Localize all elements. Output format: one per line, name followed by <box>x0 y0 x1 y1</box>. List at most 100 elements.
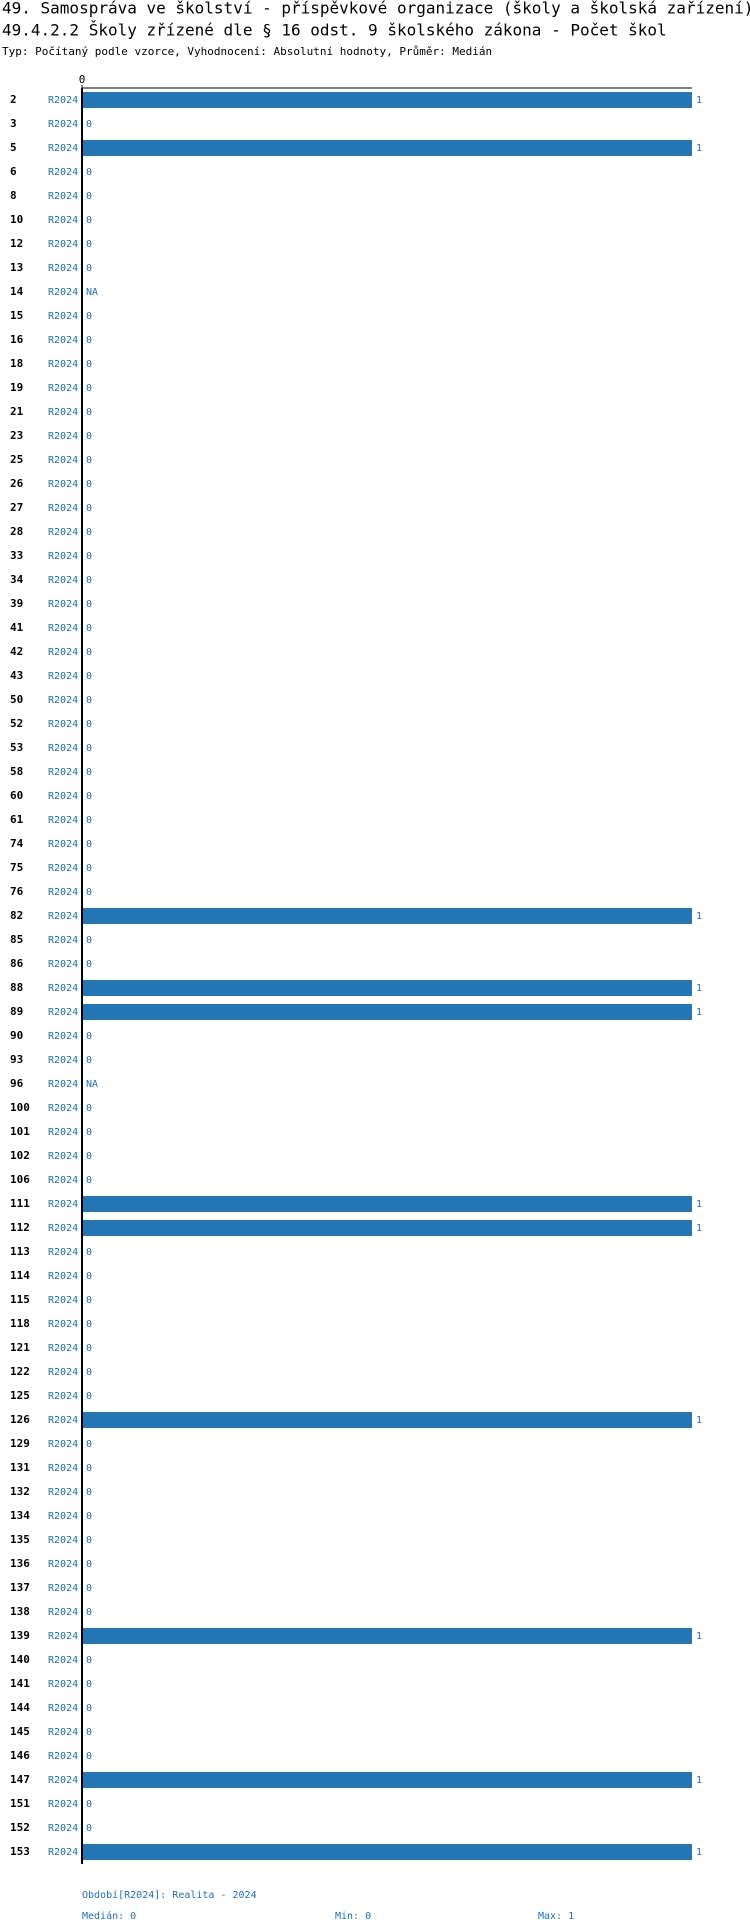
series-label: R2024 <box>48 791 78 802</box>
category-label: 139 <box>10 1629 30 1642</box>
category-label: 111 <box>10 1197 30 1210</box>
category-label: 102 <box>10 1149 30 1162</box>
series-label: R2024 <box>48 815 78 826</box>
category-label: 132 <box>10 1485 30 1498</box>
category-label: 93 <box>10 1053 23 1066</box>
series-label: R2024 <box>48 911 78 922</box>
category-label: 52 <box>10 717 23 730</box>
category-label: 16 <box>10 333 24 346</box>
category-label: 137 <box>10 1581 30 1594</box>
x-tick-label: 0 <box>79 73 86 86</box>
bar <box>82 1772 692 1788</box>
series-label: R2024 <box>48 1439 78 1450</box>
value-label: 0 <box>86 1607 92 1618</box>
value-label: 0 <box>86 1295 92 1306</box>
series-label: R2024 <box>48 1775 78 1786</box>
series-label: R2024 <box>48 671 78 682</box>
category-label: 10 <box>10 213 23 226</box>
category-label: 88 <box>10 981 23 994</box>
value-label: 0 <box>86 1535 92 1546</box>
value-label: 0 <box>86 671 92 682</box>
category-label: 135 <box>10 1533 30 1546</box>
value-label: 0 <box>86 551 92 562</box>
value-label: 1 <box>696 1775 702 1786</box>
category-label: 126 <box>10 1413 30 1426</box>
series-label: R2024 <box>48 479 78 490</box>
series-label: R2024 <box>48 119 78 130</box>
value-label: 1 <box>696 1199 702 1210</box>
series-label: R2024 <box>48 1199 78 1210</box>
category-label: 28 <box>10 525 23 538</box>
category-label: 113 <box>10 1245 30 1258</box>
series-label: R2024 <box>48 623 78 634</box>
category-label: 151 <box>10 1797 30 1810</box>
category-label: 141 <box>10 1677 30 1690</box>
value-label: 0 <box>86 647 92 658</box>
series-label: R2024 <box>48 1175 78 1186</box>
series-label: R2024 <box>48 167 78 178</box>
value-label: 0 <box>86 791 92 802</box>
value-label: 1 <box>696 95 702 106</box>
category-label: 61 <box>10 813 24 826</box>
series-label: R2024 <box>48 311 78 322</box>
value-label: 1 <box>696 1415 702 1426</box>
value-label: 0 <box>86 1127 92 1138</box>
series-label: R2024 <box>48 239 78 250</box>
category-label: 3 <box>10 117 17 130</box>
value-label: 0 <box>86 191 92 202</box>
series-label: R2024 <box>48 575 78 586</box>
value-label: 0 <box>86 215 92 226</box>
bar <box>82 140 692 156</box>
value-label: NA <box>86 287 98 298</box>
value-label: 1 <box>696 143 702 154</box>
series-label: R2024 <box>48 1727 78 1738</box>
footer-max: Max: 1 <box>538 1911 574 1922</box>
category-label: 145 <box>10 1725 30 1738</box>
bar <box>82 1412 692 1428</box>
value-label: 0 <box>86 1511 92 1522</box>
category-label: 90 <box>10 1029 23 1042</box>
category-label: 96 <box>10 1077 24 1090</box>
series-label: R2024 <box>48 359 78 370</box>
category-label: 115 <box>10 1293 30 1306</box>
value-label: 0 <box>86 1175 92 1186</box>
category-label: 106 <box>10 1173 30 1186</box>
category-label: 86 <box>10 957 24 970</box>
series-label: R2024 <box>48 719 78 730</box>
series-label: R2024 <box>48 1535 78 1546</box>
series-label: R2024 <box>48 335 78 346</box>
value-label: 1 <box>696 1007 702 1018</box>
category-label: 138 <box>10 1605 30 1618</box>
category-label: 8 <box>10 189 17 202</box>
series-label: R2024 <box>48 767 78 778</box>
bar <box>82 980 692 996</box>
series-label: R2024 <box>48 1679 78 1690</box>
value-label: 0 <box>86 1343 92 1354</box>
category-label: 85 <box>10 933 23 946</box>
series-label: R2024 <box>48 527 78 538</box>
series-label: R2024 <box>48 191 78 202</box>
category-label: 23 <box>10 429 23 442</box>
series-label: R2024 <box>48 1127 78 1138</box>
series-label: R2024 <box>48 1343 78 1354</box>
category-label: 6 <box>10 165 17 178</box>
category-label: 74 <box>10 837 24 850</box>
footer-period: Období[R2024]: Realita - 2024 <box>82 1889 257 1901</box>
series-label: R2024 <box>48 1151 78 1162</box>
series-label: R2024 <box>48 959 78 970</box>
category-label: 147 <box>10 1773 30 1786</box>
value-label: 0 <box>86 1391 92 1402</box>
category-label: 131 <box>10 1461 30 1474</box>
value-label: 0 <box>86 119 92 130</box>
value-label: 0 <box>86 1559 92 1570</box>
value-label: 0 <box>86 1679 92 1690</box>
value-label: 0 <box>86 407 92 418</box>
category-label: 146 <box>10 1749 30 1762</box>
category-label: 18 <box>10 357 23 370</box>
value-label: 0 <box>86 719 92 730</box>
value-label: 0 <box>86 623 92 634</box>
category-label: 140 <box>10 1653 30 1666</box>
value-label: 0 <box>86 479 92 490</box>
category-label: 53 <box>10 741 23 754</box>
value-label: 0 <box>86 1271 92 1282</box>
